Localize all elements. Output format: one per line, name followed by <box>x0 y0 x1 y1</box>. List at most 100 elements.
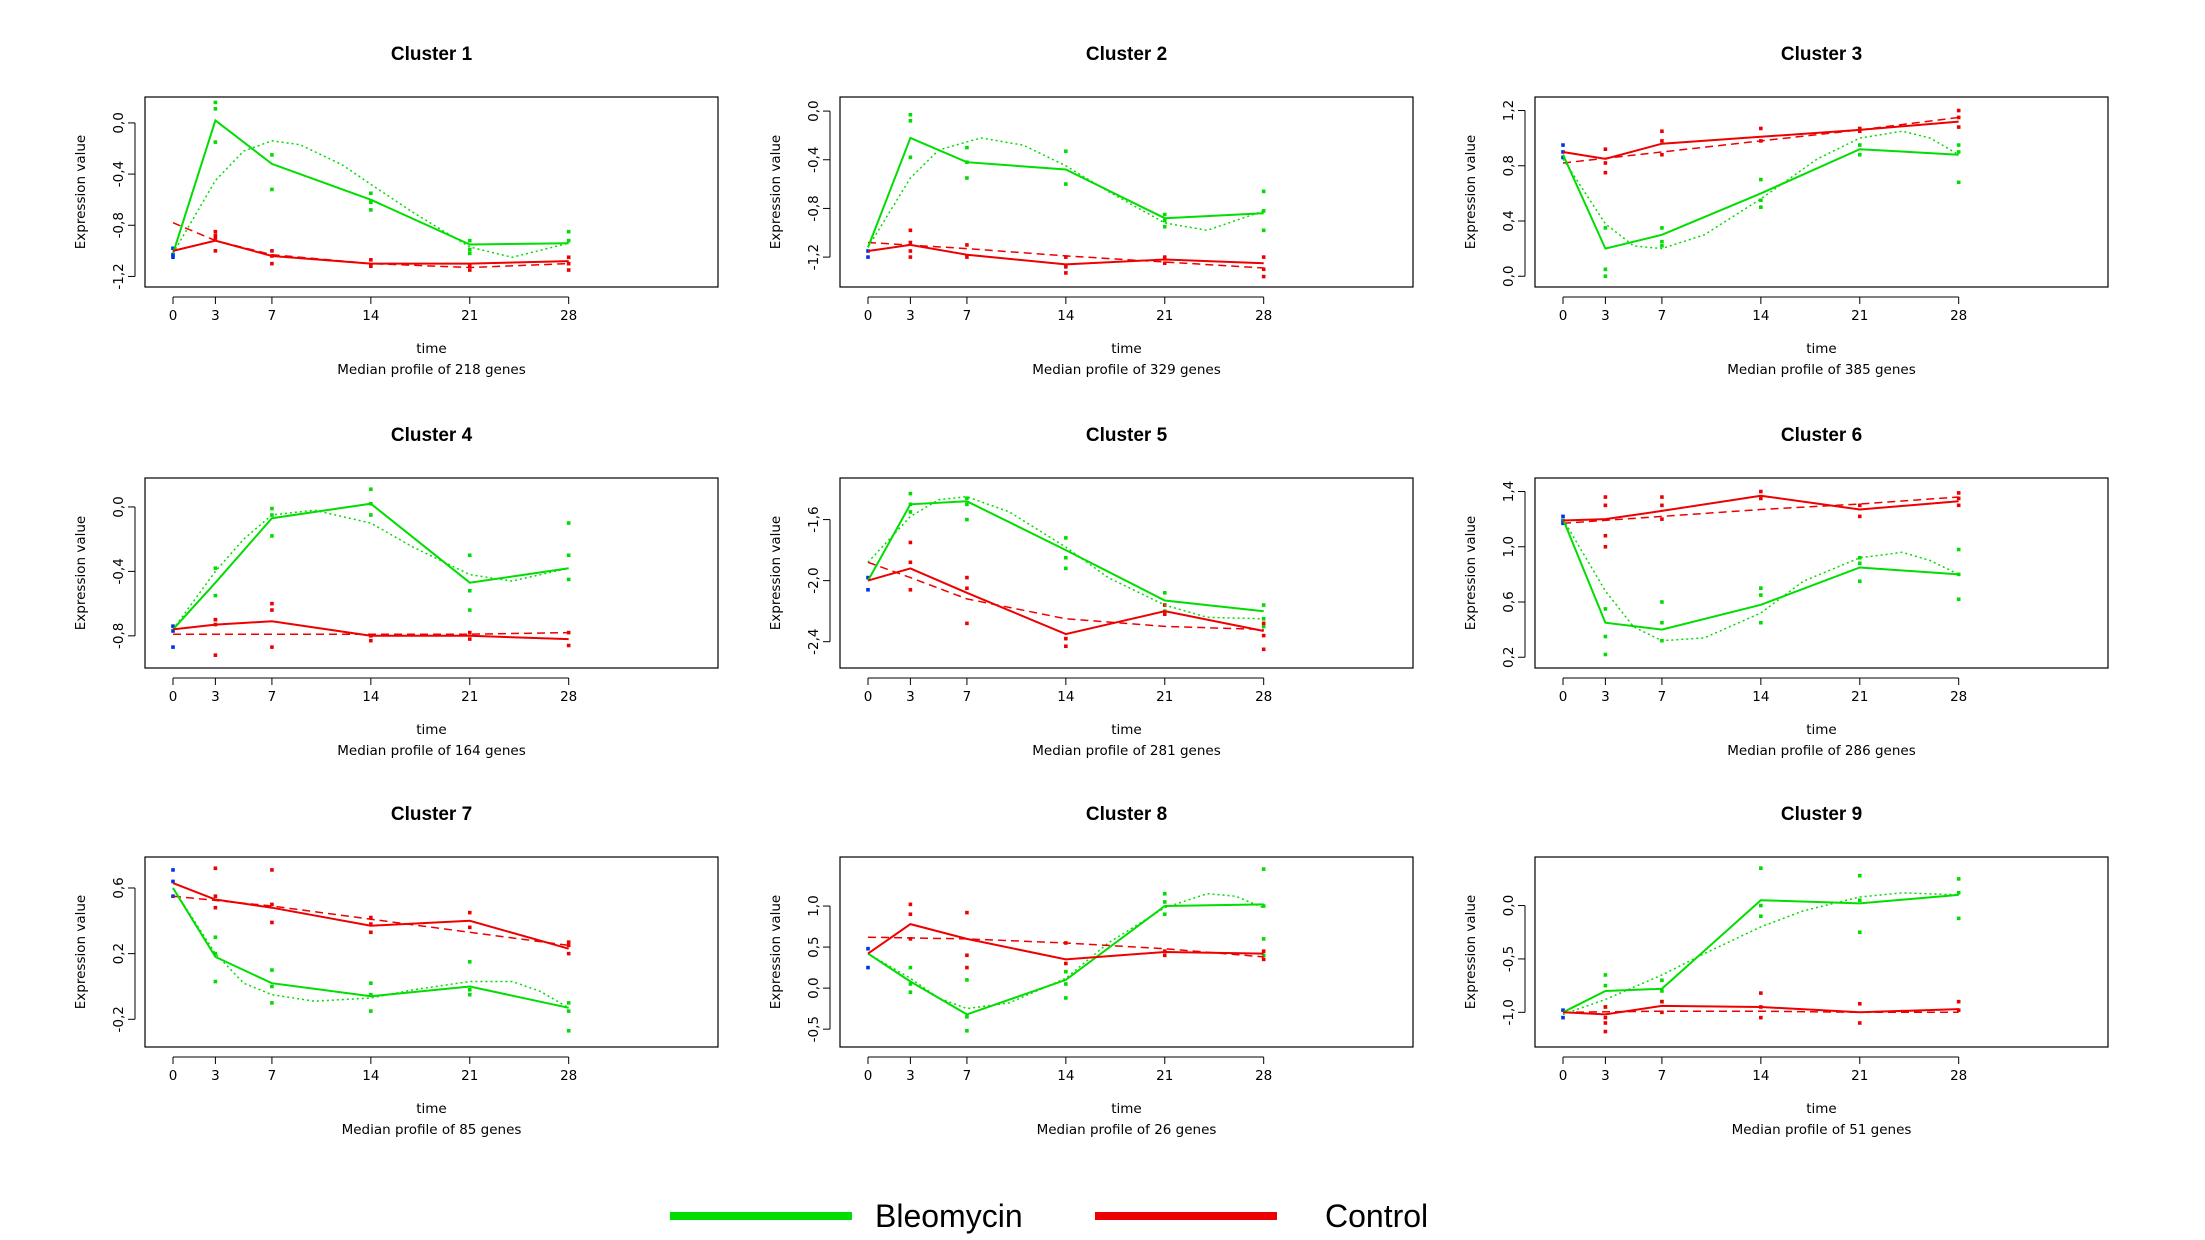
panel5-subtitle: Median profile of 281 genes <box>1032 743 1220 759</box>
panel4-data-point <box>270 506 274 511</box>
panel2-data-point <box>908 112 913 117</box>
panel5-data-point <box>1261 647 1266 652</box>
panel5-x-tick-label: 7 <box>963 689 972 705</box>
panel3-data-point <box>1956 125 1961 129</box>
panel7-data-point <box>171 868 175 872</box>
panel3-y-tick-label: 0,8 <box>1501 155 1517 176</box>
panel2-x-tick-label: 21 <box>1156 308 1173 324</box>
panel4-fit-dotted <box>172 509 569 630</box>
panel3-data-point <box>1603 274 1608 279</box>
panel9-data-point <box>1759 1015 1763 1020</box>
panel8-subtitle: Median profile of 26 genes <box>1037 1122 1217 1138</box>
panel7-x-tick-label: 7 <box>268 1068 277 1084</box>
panel3: Cluster 3 0 3 7 14 21 28 time Median profile of … <box>1463 44 2109 378</box>
panel3-x-tick-label: 21 <box>1851 308 1868 324</box>
panel8-data-point <box>908 982 913 986</box>
panel9-data-point <box>1956 1008 1961 1012</box>
panel8-x-tick-label: 0 <box>864 1068 873 1084</box>
panel6-data-point <box>1759 593 1763 597</box>
panel9-x-tick-label: 0 <box>1559 1068 1568 1084</box>
panel8-data-point <box>1162 900 1167 904</box>
panel8-title: Cluster 8 <box>1086 804 1167 825</box>
panel3-data-point <box>1660 239 1664 244</box>
panel8-data-point <box>1261 904 1266 908</box>
panel9-data-point <box>1660 999 1664 1004</box>
panel8-data-point <box>908 937 913 941</box>
panel2-data-point <box>965 255 969 259</box>
panel3-series-control <box>1562 120 1959 160</box>
panel4-data-point <box>566 577 571 582</box>
panel9-data-point <box>1660 1010 1664 1015</box>
figure-legend: Bleomycin Control <box>670 1198 1428 1234</box>
panel2-fit-dotted <box>867 137 1264 248</box>
panel2-data-point <box>1261 228 1266 233</box>
panel7-data-point <box>270 984 274 989</box>
panel8: Cluster 8 0 3 7 14 21 28 time Median profile of … <box>768 804 1414 1138</box>
panel7-data-point <box>566 951 571 956</box>
panel3-data-point <box>1956 150 1961 154</box>
panel2-data-point <box>1261 274 1266 279</box>
panel7-series-bleomycin <box>172 887 569 1009</box>
panel1-x-tick-label: 28 <box>560 308 577 324</box>
panel6-fit-dotted <box>1562 518 1960 642</box>
panel9-data-point <box>1660 978 1664 983</box>
panel8-data-point <box>1261 867 1266 871</box>
panel2-data-point <box>965 243 969 247</box>
panel1-data-point <box>566 229 571 234</box>
panel7-data-point <box>566 943 571 948</box>
panel6-data-point <box>1956 496 1961 501</box>
panel7-x-tick-label: 21 <box>461 1068 478 1084</box>
panel1-x-tick-label: 0 <box>169 308 178 324</box>
panel3-data-point <box>1857 129 1862 134</box>
panel5-data-point <box>908 491 913 496</box>
panel7-data-point <box>467 992 472 997</box>
panel4-data-point <box>171 624 175 628</box>
panel7-data-point <box>213 979 218 984</box>
panel3-y-tick-label: 0,0 <box>1501 265 1517 286</box>
panel4-y-tick-label: 0,0 <box>111 496 127 517</box>
panel1-data-point <box>213 233 218 238</box>
panel1-data-point <box>270 249 274 253</box>
panel1-data-point <box>270 153 274 157</box>
panel8-data-point <box>1162 912 1167 917</box>
panel1-data-point <box>467 251 472 256</box>
panel1-x-tick-label: 14 <box>362 308 379 324</box>
panel8-y-tick-label: 1,0 <box>806 895 822 916</box>
panel9-data-point <box>1759 866 1763 871</box>
panel8-data-point <box>866 965 870 970</box>
panel7-data-point <box>171 894 175 898</box>
panel2-data-point <box>1162 255 1167 259</box>
panel6-data-point <box>1561 514 1565 519</box>
panel6-data-point <box>1660 495 1664 499</box>
panel7-data-point <box>566 1028 571 1033</box>
panel2-data-point <box>908 240 913 245</box>
panel3-series-bleomycin <box>1562 148 1959 250</box>
panel1-data-point <box>467 238 472 243</box>
panel2-x-tick-label: 14 <box>1057 308 1074 324</box>
panel8-data-point <box>1162 891 1167 896</box>
panel9-x-tick-label: 14 <box>1752 1068 1769 1084</box>
panel1-data-point <box>213 249 218 253</box>
panel3-data-point <box>1857 126 1862 131</box>
panel9-data-point <box>1759 991 1763 995</box>
panel8-data-point <box>908 902 913 907</box>
panel7-data-point <box>566 1009 571 1013</box>
panel4-data-point <box>213 653 218 657</box>
panel2-data-point <box>1261 209 1266 213</box>
panel6-data-point <box>1857 561 1862 566</box>
panel7-data-point <box>270 968 274 972</box>
panel6-x-tick-label: 28 <box>1950 689 1967 705</box>
panel1-title: Cluster 1 <box>391 44 473 65</box>
panel6-data-point <box>1759 489 1763 494</box>
panel6-data-point <box>1759 620 1763 625</box>
panel6-data-point <box>1759 586 1763 590</box>
panel3-data-point <box>1857 152 1862 157</box>
panel4: Cluster 4 0 3 7 14 21 28 time Median profile of … <box>73 425 719 759</box>
panel9-x-tick-label: 7 <box>1658 1068 1667 1084</box>
panel2-data-point <box>1064 182 1068 186</box>
panel5-data-point <box>908 587 913 592</box>
panel1-fit-dotted <box>172 140 569 259</box>
panel8-data-point <box>965 910 969 915</box>
panel9-data-point <box>1603 973 1608 977</box>
panel4-data-point <box>566 643 571 648</box>
